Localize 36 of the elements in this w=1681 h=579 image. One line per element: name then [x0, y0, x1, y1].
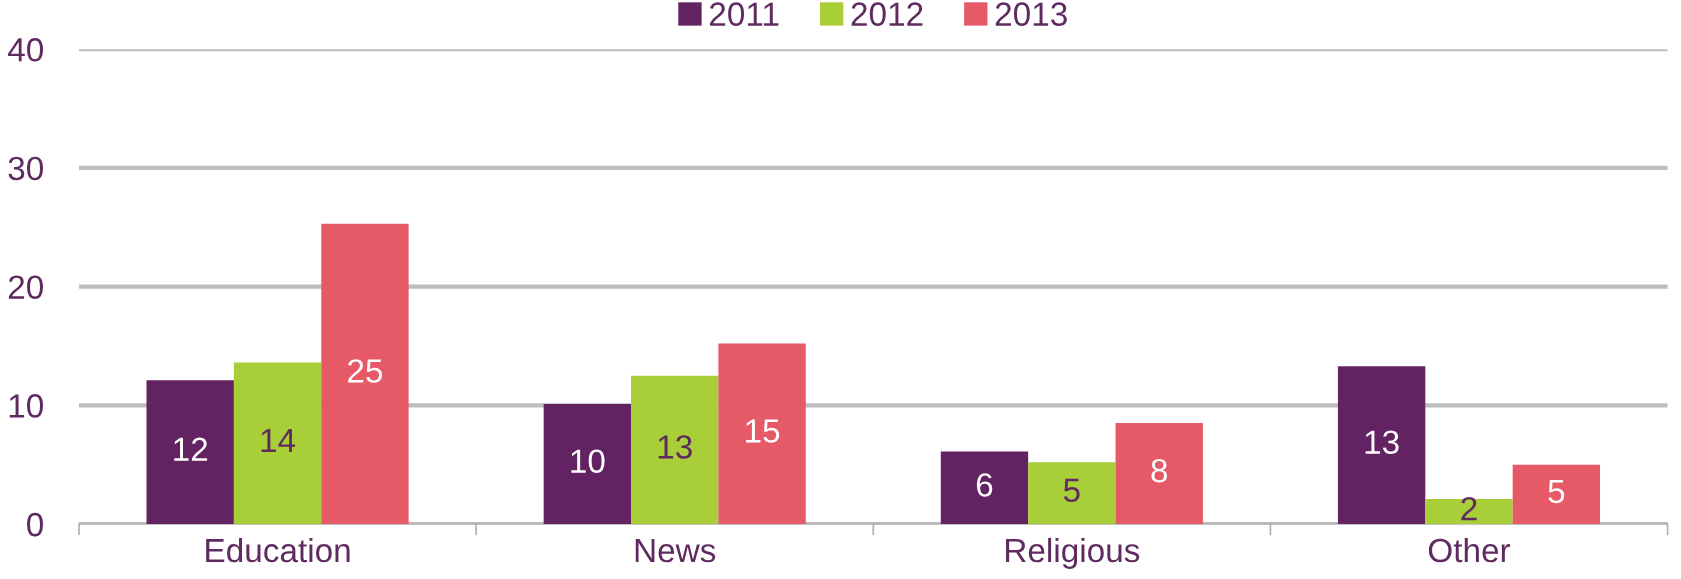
bar	[543, 404, 632, 524]
data-label: 12	[174, 437, 208, 461]
bar	[1512, 464, 1601, 524]
legend-label: 2012	[851, 2, 923, 26]
x-tick-label: Education	[206, 537, 350, 563]
bar	[940, 451, 1029, 524]
data-label: 2	[1461, 496, 1477, 521]
bar	[631, 375, 719, 524]
bar	[718, 343, 806, 524]
bar	[1115, 423, 1203, 524]
data-label: 25	[348, 359, 383, 383]
y-tick-label: 0	[27, 512, 43, 537]
x-tick-label: Other	[1428, 537, 1511, 563]
data-label: 6	[976, 473, 993, 497]
y-tick-label: 30	[8, 156, 43, 181]
data-label: 13	[1365, 430, 1399, 455]
data-label: 10	[571, 449, 605, 473]
data-label: 14	[261, 428, 296, 452]
x-tick-label: Religious	[1006, 537, 1140, 569]
data-label: 5	[1063, 478, 1080, 503]
legend-label: 2013	[995, 2, 1067, 26]
data-label: 5	[1548, 480, 1565, 504]
bar	[233, 362, 322, 524]
y-tick-label: 10	[9, 394, 43, 418]
data-label: 13	[658, 435, 692, 459]
bar	[1028, 462, 1116, 524]
x-tick-label: News	[635, 539, 716, 563]
data-label: 8	[1151, 458, 1168, 483]
y-tick-label: 40	[7, 38, 43, 62]
bar	[1425, 499, 1513, 524]
bar	[1337, 366, 1426, 524]
bar	[146, 380, 234, 524]
legend-label: 2011	[709, 2, 779, 26]
bar	[321, 223, 409, 524]
data-label: 15	[746, 419, 780, 443]
y-tick-label: 20	[8, 275, 43, 300]
